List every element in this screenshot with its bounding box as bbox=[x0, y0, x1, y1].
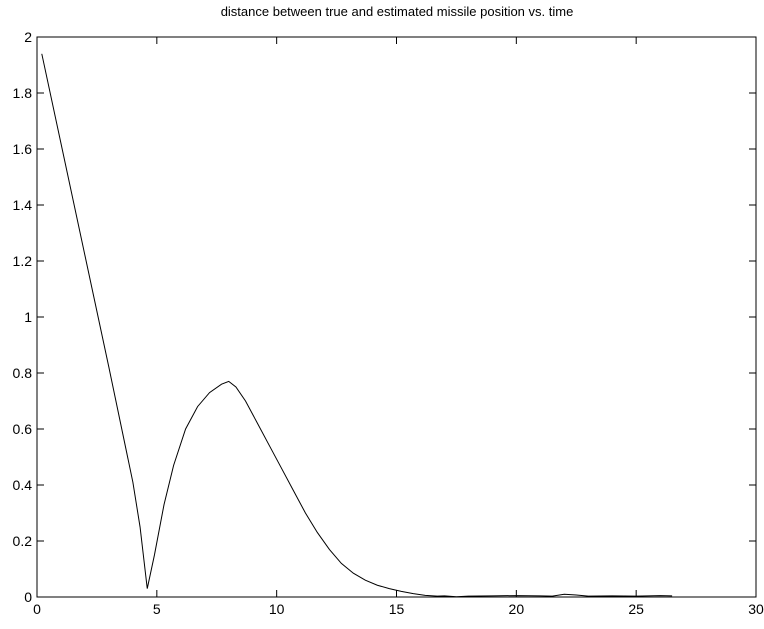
y-tick-label: 2 bbox=[24, 29, 32, 45]
plot-frame bbox=[36, 36, 757, 598]
series-line bbox=[41, 53, 673, 598]
y-tick-label: 1.2 bbox=[13, 253, 33, 269]
y-tick-label: 1.4 bbox=[13, 197, 33, 213]
y-tick-label: 0.4 bbox=[13, 477, 33, 493]
x-tick-label: 0 bbox=[33, 601, 41, 617]
x-tick-label: 25 bbox=[628, 601, 644, 617]
y-tick-label: 1.6 bbox=[13, 141, 33, 157]
x-tick-label: 15 bbox=[389, 601, 405, 617]
y-tick-label: 0.2 bbox=[13, 533, 33, 549]
y-tick-label: 0.6 bbox=[13, 421, 33, 437]
y-tick-label: 0 bbox=[24, 589, 32, 605]
chart-title: distance between true and estimated miss… bbox=[221, 4, 574, 19]
tick-labels-layer: 0 5 10 15 20 25 30 0 0.2 0.4 0.6 0.8 1 1.2 1.4 1.6 1.8 2 bbox=[13, 29, 764, 617]
y-tick-label: 1.8 bbox=[13, 85, 33, 101]
x-tick-label: 20 bbox=[509, 601, 525, 617]
x-tick-label: 5 bbox=[153, 601, 161, 617]
y-tick-label: 1 bbox=[24, 309, 32, 325]
ticks-layer bbox=[36, 36, 757, 598]
x-tick-label: 30 bbox=[748, 601, 764, 617]
y-tick-label: 0.8 bbox=[13, 365, 33, 381]
x-tick-label: 10 bbox=[269, 601, 285, 617]
